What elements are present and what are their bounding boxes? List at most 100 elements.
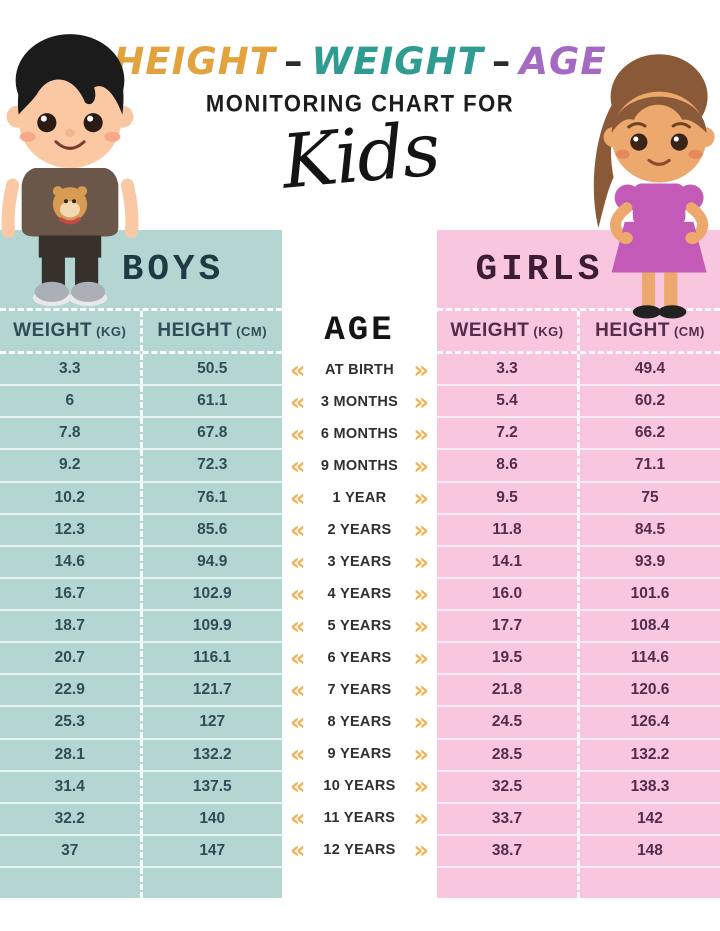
age-header: AGE	[324, 312, 395, 350]
age-row: « 5 YEARS »	[282, 610, 437, 642]
age-row: « 1 YEAR »	[282, 482, 437, 514]
height-value: 140	[139, 803, 283, 834]
right-chevron-icon: »	[413, 612, 429, 640]
weight-value: 7.2	[496, 424, 518, 442]
age-label: 2 YEARS	[327, 522, 392, 538]
empty-cell	[437, 868, 577, 898]
table-row: 14.6 94.9	[0, 546, 283, 579]
left-chevron-icon: «	[290, 356, 306, 384]
boy-illustration	[0, 22, 146, 314]
empty-cell	[139, 868, 283, 899]
left-chevron-icon: «	[290, 516, 306, 544]
right-chevron-icon: »	[413, 356, 429, 384]
girls-table: GIRLS WEIGHT (KG) HEIGHT (CM) 3.3 49.4 5.4…	[437, 230, 720, 899]
weight-value: 28.1	[54, 745, 85, 763]
age-label: 6 YEARS	[327, 650, 392, 666]
weight-value: 3.3	[496, 360, 518, 378]
right-chevron-icon: »	[413, 708, 429, 736]
age-label: 7 YEARS	[327, 682, 392, 698]
age-row: « 3 MONTHS »	[282, 386, 437, 418]
height-value: 85.6	[139, 514, 283, 545]
script-word-kids: Kids	[278, 106, 442, 206]
girls-column-headers: WEIGHT (KG) HEIGHT (CM)	[437, 308, 720, 354]
table-row: 8.6 71.1	[437, 450, 720, 483]
age-row: « 11 YEARS »	[282, 802, 437, 834]
weight-value: 12.3	[54, 520, 85, 538]
weight-value: 10.2	[54, 488, 85, 506]
left-chevron-icon: «	[290, 708, 306, 736]
age-row: « 9 MONTHS »	[282, 450, 437, 482]
empty-cell	[577, 868, 720, 899]
age-label: 3 MONTHS	[320, 394, 399, 410]
table-row: 21.8 120.6	[437, 675, 720, 708]
girl-illustration	[574, 36, 720, 324]
weight-value: 11.8	[492, 520, 522, 538]
age-row: « 6 YEARS »	[282, 642, 437, 674]
table-row: 28.1 132.2	[0, 739, 282, 772]
left-chevron-icon: «	[290, 484, 306, 512]
table-row: 9.5 75	[437, 482, 720, 515]
height-value: 101.6	[577, 578, 720, 609]
age-label: 3 YEARS	[327, 554, 392, 570]
boys-rows: 3.3 50.5 6 61.1 7.8 67.8 9.2 72.3 10.2 76.1 12.3 85…	[0, 354, 283, 899]
height-value: 109.9	[139, 611, 283, 642]
age-row: « 7 YEARS »	[282, 674, 437, 706]
age-label: 9 YEARS	[327, 746, 392, 762]
weight-value: 32.5	[491, 777, 523, 795]
right-chevron-icon: »	[413, 580, 429, 608]
left-chevron-icon: «	[290, 452, 306, 480]
right-chevron-icon: »	[413, 452, 429, 480]
height-value: 75	[577, 482, 720, 513]
weight-value: 9.2	[58, 456, 81, 474]
table-row: 17.7 108.4	[437, 611, 720, 644]
header-unit: (KG)	[533, 323, 564, 339]
height-value: 121.7	[139, 675, 283, 706]
weight-value: 9.5	[496, 488, 518, 506]
age-label: 11 YEARS	[323, 810, 396, 826]
age-rows: « AT BIRTH » « 3 MONTHS » « 6 MONTHS » « 9 MONTHS »…	[282, 354, 437, 898]
right-chevron-icon: »	[413, 804, 429, 832]
right-chevron-icon: »	[413, 836, 429, 864]
height-value: 120.6	[577, 675, 720, 706]
age-label: 5 YEARS	[327, 618, 392, 634]
empty-age-row	[282, 866, 437, 898]
weight-value: 22.9	[54, 681, 85, 699]
table-row: 38.7 148	[437, 835, 720, 868]
boys-table-title: BOYS	[121, 248, 225, 290]
left-chevron-icon: «	[290, 772, 306, 800]
table-row: 3.3 50.5	[0, 354, 282, 387]
height-value: 116.1	[139, 643, 283, 674]
weight-value: 16.0	[491, 584, 523, 602]
boys-column-headers: WEIGHT (KG) HEIGHT (CM)	[0, 308, 282, 354]
table-row: 22.9 121.7	[0, 675, 283, 708]
age-row: « 2 YEARS »	[282, 514, 437, 546]
weight-value: 38.7	[491, 841, 523, 859]
table-row: 16.0 101.6	[437, 578, 720, 611]
age-row: « 10 YEARS »	[282, 770, 437, 802]
weight-value: 25.3	[54, 713, 85, 731]
age-label: 6 MONTHS	[320, 426, 399, 442]
left-chevron-icon: «	[290, 804, 306, 832]
age-label: 1 YEAR	[332, 490, 387, 506]
right-chevron-icon: »	[413, 644, 429, 672]
age-row: « 12 YEARS »	[282, 834, 437, 866]
height-value: 76.1	[139, 482, 283, 513]
subtitle: MONITORING CHART FOR	[205, 89, 515, 118]
boys-height-header: HEIGHT (CM)	[139, 311, 283, 351]
height-value: 132.2	[577, 739, 720, 770]
age-row: « 9 YEARS »	[282, 738, 437, 770]
weight-value: 17.7	[491, 617, 523, 635]
height-value: 138.3	[577, 771, 720, 802]
weight-value: 14.1	[491, 552, 523, 570]
empty-cell	[0, 868, 140, 898]
table-row: 12.3 85.6	[0, 514, 283, 547]
title-word-weight: WEIGHT	[311, 40, 484, 83]
height-value: 94.9	[139, 546, 283, 577]
height-value: 147	[139, 835, 283, 866]
table-row: 3.3 49.4	[437, 354, 720, 387]
height-value: 93.9	[577, 546, 720, 577]
header-unit: (KG)	[96, 323, 127, 339]
weight-value: 32.2	[54, 809, 85, 827]
header-label: HEIGHT	[157, 320, 233, 341]
